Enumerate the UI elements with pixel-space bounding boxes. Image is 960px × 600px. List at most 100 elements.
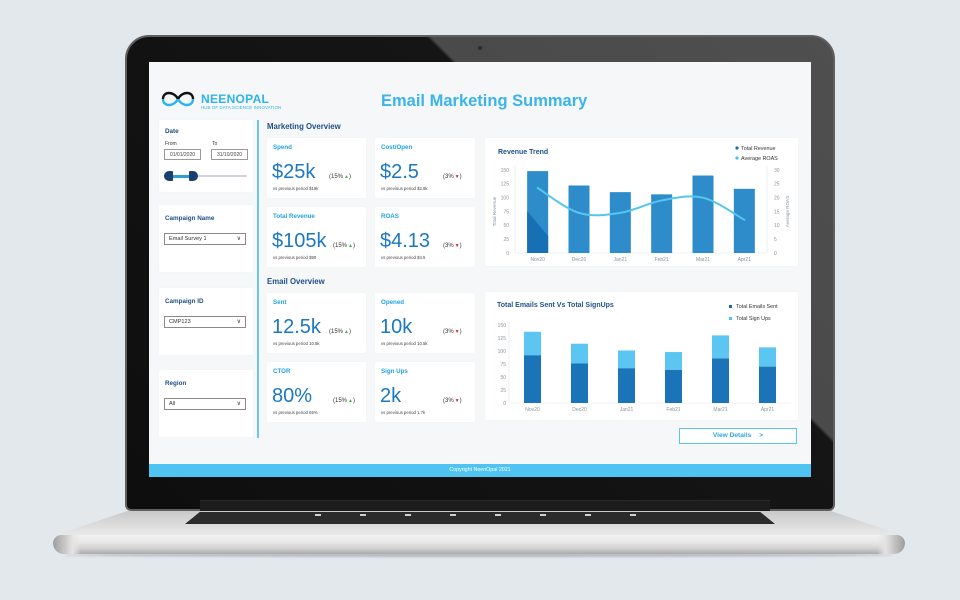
kpi-delta-value: 15% (331, 174, 344, 180)
date-filter-card: Date From To (159, 120, 253, 192)
sidebar-divider (257, 120, 259, 438)
campaign-id-label: Campaign ID (165, 298, 204, 305)
revenue-bar (692, 175, 714, 253)
region-filter-card: Region All ∨ (159, 370, 253, 437)
kpi-value: 12.5k (272, 316, 321, 338)
date-range-end-handle[interactable] (189, 171, 198, 181)
kpi-delta-value: 3% (445, 329, 454, 335)
sign-ups-bar (665, 352, 682, 370)
y-tick-label: 50 (503, 223, 509, 229)
kpi-card-opened: Opened 10k 3%▼ vs previous period 10.5k (375, 293, 475, 353)
emails-sent-bar (571, 363, 588, 403)
legend-dot-icon (735, 146, 739, 150)
sign-ups-bar (618, 350, 635, 369)
x-tick-label: Feb21 (655, 257, 669, 263)
key (495, 514, 501, 516)
x-tick-label: Feb21 (666, 407, 680, 413)
date-from-input[interactable] (164, 149, 201, 160)
x-tick-label: Nov20 (530, 257, 545, 263)
revenue-trend-chart-card: Revenue Trend 0 25 50 75 100 125 150 0 5 10 15 20 25 3… (485, 138, 798, 266)
revenue-bar-shade (527, 211, 549, 253)
arrow-up-icon: ▲ (348, 243, 353, 249)
emails-sent-bar (665, 369, 682, 403)
y-tick-label: 0 (503, 401, 506, 407)
arrow-down-icon: ▼ (454, 174, 460, 180)
campaign-id-select[interactable]: CMP123 ∨ (164, 316, 246, 328)
legend-dot-icon (735, 156, 739, 160)
kpi-comparison: vs previous period $2.8k (381, 186, 428, 191)
kpi-card-ctor: CTOR 80% 15%▲ vs previous period 65% (267, 362, 366, 422)
date-range-start-handle[interactable] (164, 171, 173, 181)
date-to-input[interactable] (211, 149, 248, 160)
date-range-slider-track[interactable] (169, 175, 247, 177)
kpi-comparison: vs previous period $19k (273, 186, 319, 191)
key (585, 514, 591, 516)
kpi-value: 2k (380, 385, 402, 407)
kpi-card-total-revenue: Total Revenue $105k 15%▲ vs previous per… (267, 207, 366, 267)
legend-label: Average ROAS (741, 156, 778, 162)
legend-square-icon (729, 305, 732, 308)
kpi-delta: 15%▲ (329, 174, 351, 180)
y2-tick-label: 25 (774, 182, 780, 188)
kpi-value: $4.13 (380, 230, 431, 252)
kpi-delta-value: 3% (445, 398, 454, 404)
revenue-bar (733, 188, 755, 253)
kpi-value: 80% (272, 385, 313, 407)
kpi-card-roas: ROAS $4.13 3%▼ vs previous period $4.5 (375, 207, 475, 267)
marketing-overview-title: Marketing Overview (267, 122, 341, 131)
laptop-front-edge (53, 535, 905, 554)
legend-label: Total Revenue (741, 146, 775, 152)
kpi-label: CTOR (273, 368, 291, 375)
revenue-bar (651, 194, 673, 253)
dashboard-screen: NEENOPAL HUB OF DATA SCIENCE INNOVATION … (149, 62, 811, 477)
webcam (478, 46, 482, 50)
roas-line (536, 186, 746, 221)
view-details-label: View Details (712, 432, 752, 439)
y-tick-label: 100 (501, 195, 510, 201)
x-tick-label: Apr21 (738, 257, 752, 263)
key (405, 514, 411, 516)
emails-sent-bar (759, 366, 776, 403)
kpi-card-spend: Spend $25k 15%▲ vs previous period $19k (267, 138, 366, 198)
kpi-delta: 15%▲ (333, 398, 355, 404)
x-tick-label: Nov20 (525, 407, 540, 413)
kpi-label: Opened (381, 299, 405, 306)
region-label: Region (165, 380, 187, 387)
email-overview-title: Email Overview (267, 277, 325, 286)
kpi-delta-value: 3% (445, 243, 454, 249)
campaign-id-value: CMP123 (169, 319, 191, 325)
y2-tick-label: 30 (774, 168, 780, 174)
y-tick-label: 25 (500, 388, 506, 394)
y2-tick-label: 0 (774, 251, 777, 257)
region-select[interactable]: All ∨ (164, 398, 246, 410)
campaign-name-filter-card: Campaign Name Email Survey 1 ∨ (159, 205, 253, 272)
arrow-down-icon: ▼ (454, 398, 460, 404)
kpi-value: 10k (380, 316, 413, 338)
date-range-slider-selection (169, 174, 193, 178)
neenopal-logo-icon (161, 91, 195, 107)
chevron-down-icon: ∨ (236, 236, 241, 242)
page-title: Email Marketing Summary (381, 92, 588, 110)
y-tick-label: 125 (501, 182, 510, 188)
kpi-comparison: vs previous period 10.5k (273, 341, 320, 346)
emails-sent-bar (524, 355, 541, 403)
kpi-comparison: vs previous period $4.5 (381, 255, 426, 260)
kpi-delta: 3%▼ (443, 398, 462, 404)
key (450, 514, 456, 516)
x-tick-label: Mar21 (713, 407, 727, 413)
kpi-delta: 15%▲ (329, 329, 351, 335)
y-tick-label: 150 (498, 323, 507, 329)
view-details-button[interactable]: View Details > (679, 428, 797, 444)
kpi-card-sent: Sent 12.5k 15%▲ vs previous period 10.5k (267, 293, 366, 353)
chevron-down-icon: ∨ (236, 401, 241, 407)
copyright-text: Copyright NeenOpal 2021 (449, 467, 511, 473)
campaign-name-label: Campaign Name (165, 215, 215, 222)
campaign-id-filter-card: Campaign ID CMP123 ∨ (159, 288, 253, 355)
kpi-label: Sent (273, 299, 287, 306)
key (360, 514, 366, 516)
arrow-up-icon: ▲ (344, 329, 349, 335)
kpi-label: Cost/Open (381, 144, 413, 151)
sign-ups-bar (524, 331, 541, 356)
campaign-name-select[interactable]: Email Survey 1 ∨ (164, 233, 246, 245)
emails-sent-bar (618, 368, 635, 403)
